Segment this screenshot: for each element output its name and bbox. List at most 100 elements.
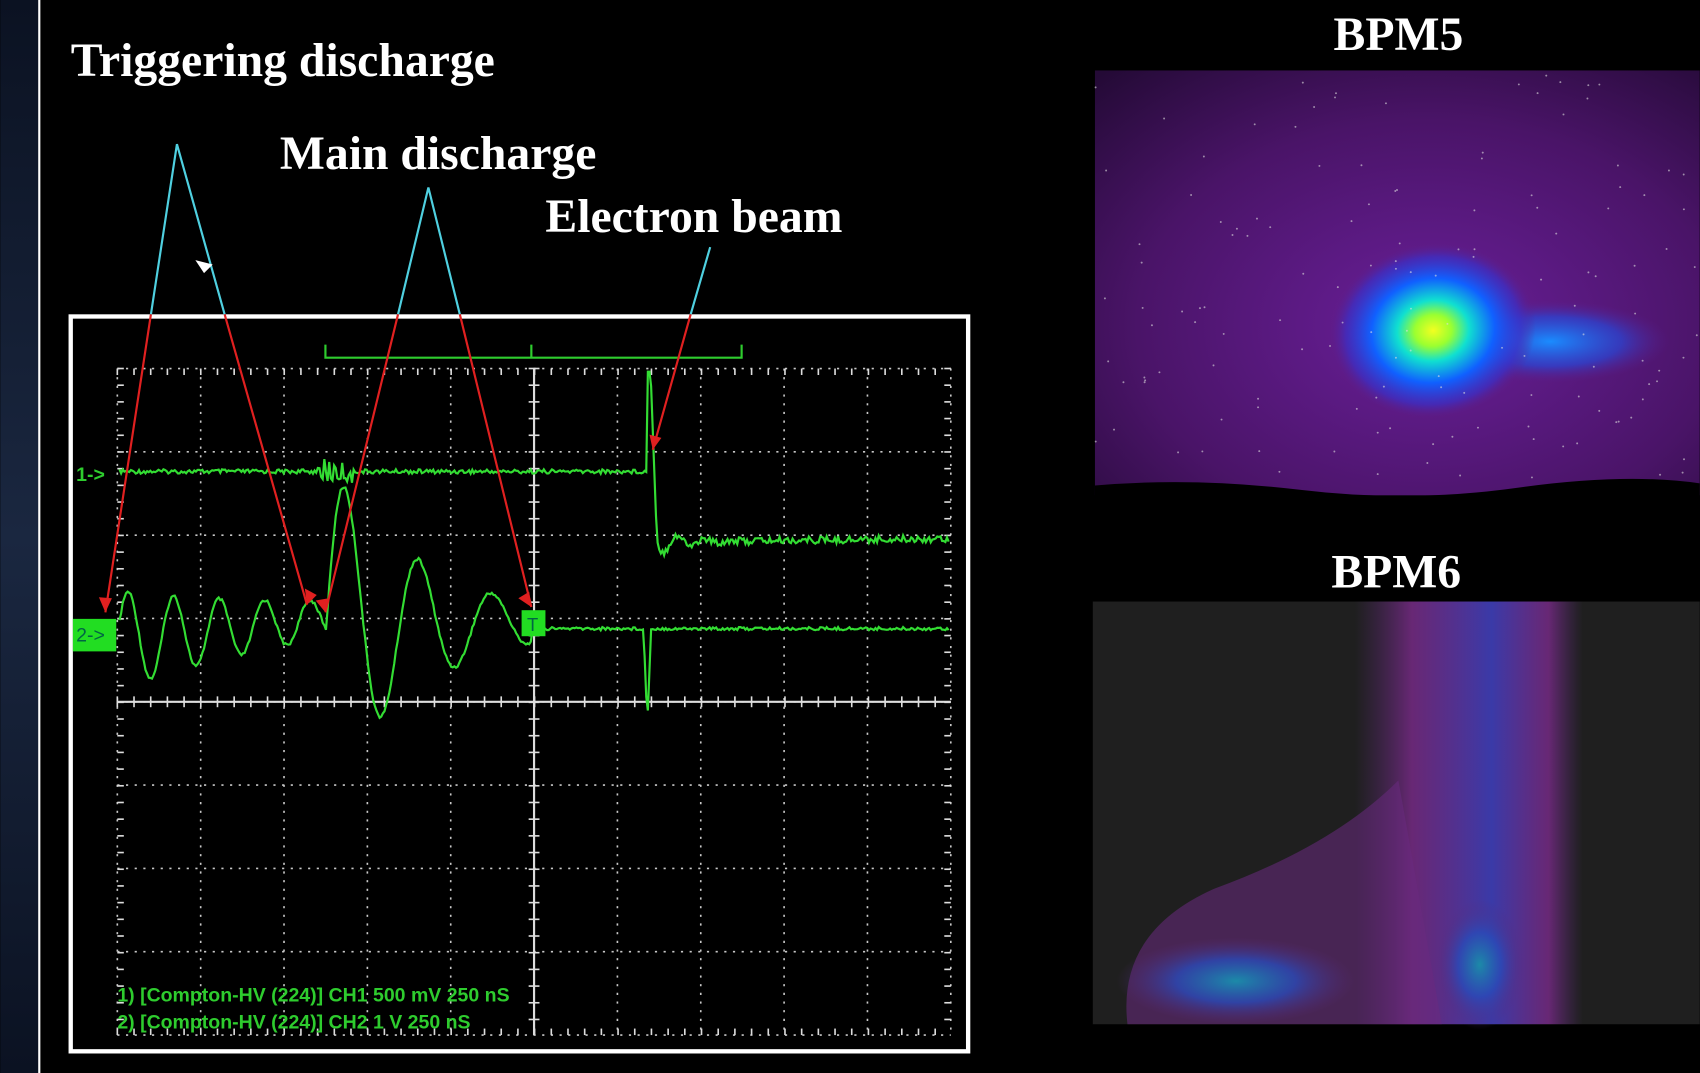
speckle (1438, 375, 1440, 377)
speckle (1279, 319, 1281, 321)
panel-title: BPM6 (1331, 546, 1461, 598)
readout: 1) [Compton-HV (224)] CH1 500 mV 250 nS (117, 984, 509, 1006)
speckle (1406, 330, 1408, 332)
speckle (1682, 357, 1684, 359)
speckle (1360, 164, 1362, 166)
speckle (1474, 248, 1476, 250)
speckle (1583, 333, 1585, 335)
speckle (1559, 81, 1561, 83)
speckle (1683, 208, 1685, 210)
speckle (1501, 347, 1503, 349)
speckle (1113, 429, 1115, 431)
speckle (1531, 476, 1533, 478)
speckle (1659, 474, 1661, 476)
speckle (1658, 370, 1660, 372)
speckle (1394, 190, 1396, 192)
speckle (1595, 275, 1597, 277)
speckle (1410, 308, 1412, 310)
slide: Triggering discharge Main discharge Elec… (0, 0, 1700, 1073)
speckle (1457, 248, 1459, 250)
speckle (1399, 242, 1401, 244)
readout: 2) [Compton-HV (224)] CH2 1 V 250 nS (117, 1012, 470, 1034)
speckle (1095, 86, 1097, 88)
speckle (1095, 441, 1097, 443)
speckle (1142, 307, 1144, 309)
speckle (1683, 458, 1685, 460)
speckle (1204, 306, 1206, 308)
speckle (1220, 221, 1222, 223)
speckle (1329, 345, 1331, 347)
speckle (1666, 248, 1668, 250)
speckle (1593, 366, 1595, 368)
speckle (1335, 92, 1337, 94)
speckle (1370, 265, 1372, 267)
speckle (1528, 426, 1530, 428)
speckle (1696, 334, 1698, 336)
speckle (1143, 377, 1145, 379)
speckle (1598, 84, 1600, 86)
speckle (1643, 194, 1645, 196)
speckle (1256, 218, 1258, 220)
speckle (1318, 165, 1320, 167)
speckle (1576, 442, 1578, 444)
speckle (1642, 360, 1644, 362)
speckle (1294, 126, 1296, 128)
speckle (1199, 307, 1201, 309)
speckle (1451, 436, 1453, 438)
speckle (1395, 268, 1397, 270)
speckle (1540, 279, 1542, 281)
speckle (1201, 450, 1203, 452)
speckle (1682, 472, 1684, 474)
speckle (1302, 82, 1304, 84)
speckle (1463, 392, 1465, 394)
speckle (1648, 383, 1650, 385)
speckle (1536, 207, 1538, 209)
speckle (1370, 331, 1372, 333)
bpm6-image (1093, 602, 1700, 1030)
speckle (1213, 364, 1215, 366)
speckle (1141, 262, 1143, 264)
speckle (1459, 475, 1461, 477)
speckle (1481, 157, 1483, 159)
speckle (1302, 273, 1304, 275)
speckle (1377, 473, 1379, 475)
speckle (1607, 207, 1609, 209)
speckle (1530, 394, 1532, 396)
speckle (1163, 117, 1165, 119)
speckle (1523, 355, 1525, 357)
speckle (1615, 421, 1617, 423)
speckle (1232, 234, 1234, 236)
speckle (1385, 102, 1387, 104)
speckle (1269, 226, 1271, 228)
speckle (1410, 350, 1412, 352)
speckle (1410, 271, 1412, 273)
speckle (1356, 408, 1358, 410)
speckle (1574, 305, 1576, 307)
sidebar (0, 0, 38, 1073)
speckle (1257, 398, 1259, 400)
speckle (1144, 379, 1146, 381)
speckle (1342, 322, 1344, 324)
speckle (1482, 152, 1484, 154)
bpm5-image (1095, 70, 1700, 509)
speckle (1104, 297, 1106, 299)
speckle (1190, 194, 1192, 196)
speckle (1139, 243, 1141, 245)
speckle (1194, 321, 1196, 323)
speckle (1181, 311, 1183, 313)
speckle (1598, 410, 1600, 412)
speckle (1333, 451, 1335, 453)
speckle (1313, 106, 1315, 108)
speckle (1432, 443, 1434, 445)
speckle (1158, 371, 1160, 373)
speckle (1203, 156, 1205, 158)
speckle (1122, 381, 1124, 383)
speckle (1634, 313, 1636, 315)
speckle (1107, 360, 1109, 362)
speckle (1586, 98, 1588, 100)
page: {"annotations": {"triggering": "Triggeri… (0, 0, 1700, 1073)
speckle (1446, 323, 1448, 325)
speckle (1531, 194, 1533, 196)
annotation: Triggering discharge (71, 35, 495, 87)
speckle (1563, 113, 1565, 115)
